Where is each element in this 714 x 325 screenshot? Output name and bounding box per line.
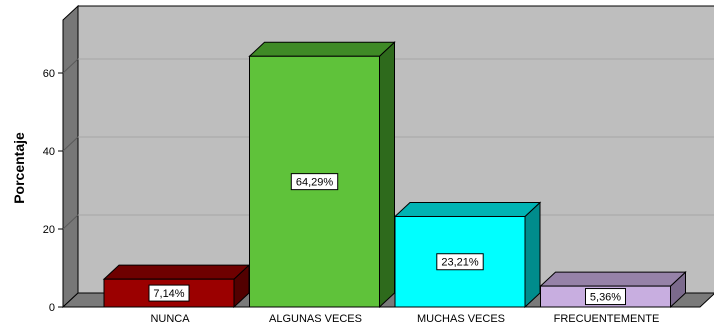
gridline-side	[62, 58, 79, 74]
bar-top	[393, 201, 542, 217]
y-axis-label: Porcentaje	[11, 132, 27, 204]
bar-top	[539, 271, 687, 287]
bar: 7,14%	[102, 264, 251, 309]
bars: 7,14% 64,29% 23,21% 5,36%	[102, 41, 687, 309]
x-category-label: FRECUENTEMENTE	[554, 313, 660, 325]
y-tick-label: 0	[49, 302, 55, 314]
x-axis-categories: NUNCA ALGUNAS VECES MUCHAS VECES FRECUENTEM…	[150, 313, 659, 325]
data-label: 64,29%	[290, 173, 339, 191]
bar-side	[524, 201, 541, 309]
data-label-text: 7,14%	[153, 288, 184, 300]
bar: 64,29%	[248, 41, 396, 309]
x-category-label: MUCHAS VECES	[417, 313, 505, 325]
bar: 5,36%	[539, 270, 687, 309]
gridline-side	[62, 214, 79, 230]
data-label-text: 23,21%	[441, 257, 479, 269]
data-label: 5,36%	[585, 288, 626, 306]
data-label-box	[585, 288, 626, 306]
bar-top	[102, 264, 251, 280]
data-label-box	[436, 253, 484, 271]
bar-side	[379, 41, 395, 309]
gridline-side	[62, 136, 79, 152]
bar: 23,21%	[393, 201, 542, 309]
data-label: 23,21%	[436, 253, 484, 271]
y-tick-label: 60	[43, 68, 55, 80]
y-tick-label: 20	[43, 224, 55, 236]
bar-top	[248, 41, 396, 57]
data-label-box	[148, 284, 190, 302]
y-axis-ticks: 0 20 40 60	[43, 68, 63, 314]
plot-side-wall	[62, 4, 79, 309]
data-label: 7,14%	[148, 284, 190, 302]
data-label-box	[290, 173, 339, 191]
y-tick-label: 40	[43, 146, 55, 158]
x-category-label: ALGUNAS VECES	[269, 313, 362, 325]
data-label-text: 5,36%	[590, 292, 621, 304]
x-category-label: NUNCA	[150, 313, 190, 325]
data-label-text: 64,29%	[296, 177, 334, 189]
